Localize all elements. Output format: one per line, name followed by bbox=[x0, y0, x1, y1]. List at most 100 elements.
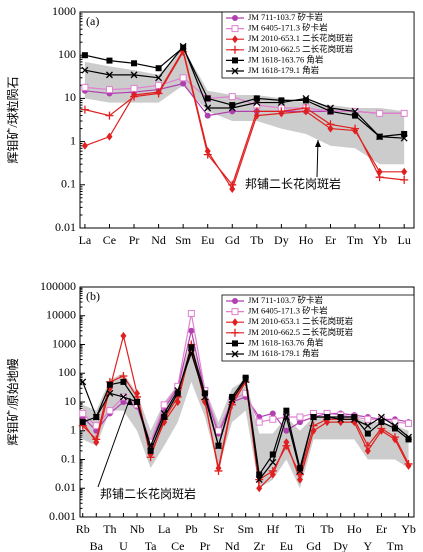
marker bbox=[105, 111, 114, 120]
marker bbox=[277, 99, 285, 107]
marker bbox=[92, 422, 100, 430]
marker bbox=[130, 84, 138, 92]
marker bbox=[255, 476, 263, 484]
marker bbox=[377, 424, 386, 433]
marker bbox=[79, 378, 87, 386]
legend-marker bbox=[231, 328, 239, 337]
marker bbox=[131, 60, 138, 67]
legend-label: JM 1618-163.76 角岩 bbox=[248, 54, 324, 64]
marker bbox=[242, 389, 250, 397]
marker bbox=[81, 66, 89, 74]
x-tick-label: Zr bbox=[254, 539, 265, 552]
legend-label: JM 6405-171.3 矽卡岩 bbox=[248, 23, 328, 33]
marker bbox=[256, 484, 263, 493]
marker bbox=[405, 436, 412, 443]
series-line bbox=[84, 46, 405, 138]
x-tick-label: Er bbox=[376, 522, 387, 536]
legend-label: JM 711-103.7 矽卡岩 bbox=[248, 295, 324, 305]
marker bbox=[364, 415, 372, 423]
legend-label: JM 2010-662.5 二长花岗斑岩 bbox=[248, 44, 354, 54]
marker bbox=[106, 381, 113, 388]
marker bbox=[400, 175, 409, 184]
panel-label: (a) bbox=[86, 14, 99, 28]
marker bbox=[204, 104, 212, 112]
legend-box bbox=[221, 294, 415, 362]
y-tick-label: 1000 bbox=[52, 4, 76, 18]
marker bbox=[400, 109, 408, 117]
marker bbox=[327, 108, 334, 115]
marker bbox=[147, 447, 154, 454]
marker bbox=[405, 433, 413, 441]
x-tick-label: Nd bbox=[225, 539, 240, 552]
y-tick-label: 1000 bbox=[52, 336, 76, 350]
y-tick-label: 0.01 bbox=[55, 480, 76, 494]
marker bbox=[187, 309, 195, 317]
marker bbox=[278, 97, 285, 104]
arrow-head bbox=[127, 398, 133, 405]
marker bbox=[214, 466, 223, 475]
marker bbox=[350, 415, 358, 423]
marker bbox=[130, 92, 139, 101]
marker bbox=[242, 374, 249, 381]
legend-marker bbox=[232, 57, 238, 64]
marker bbox=[160, 409, 168, 417]
marker bbox=[327, 124, 334, 133]
legend-marker bbox=[231, 45, 239, 54]
annotation: 邦铺二长花岗斑岩 bbox=[100, 486, 196, 501]
x-tick-label: Lu bbox=[398, 233, 411, 247]
arrow-head bbox=[315, 140, 321, 147]
marker bbox=[376, 133, 384, 141]
legend-marker bbox=[231, 25, 239, 33]
marker bbox=[351, 414, 358, 421]
marker bbox=[154, 89, 163, 98]
legend-marker bbox=[231, 350, 239, 358]
marker bbox=[310, 413, 317, 421]
x-tick-label: Tb bbox=[250, 233, 263, 247]
marker bbox=[228, 93, 236, 101]
marker bbox=[204, 95, 211, 102]
x-tick-label: Nb bbox=[130, 522, 145, 536]
x-tick-label: Th bbox=[103, 522, 116, 536]
marker bbox=[269, 410, 276, 417]
marker bbox=[351, 107, 359, 115]
marker bbox=[106, 71, 113, 79]
marker bbox=[337, 414, 344, 421]
y-axis-label: 辉钼矿/原始地幔 bbox=[5, 358, 20, 445]
legend-marker bbox=[232, 298, 238, 304]
x-tick-label: La bbox=[158, 522, 171, 536]
x-tick-label: Pb bbox=[185, 522, 198, 536]
marker bbox=[180, 80, 187, 87]
marker bbox=[106, 407, 114, 415]
y-tick-label: 1 bbox=[70, 423, 76, 437]
y-tick-label: 10 bbox=[64, 90, 76, 104]
marker bbox=[282, 413, 290, 421]
marker bbox=[253, 99, 261, 107]
x-tick-label: U bbox=[119, 539, 128, 552]
x-tick-label: Ba bbox=[90, 539, 104, 552]
x-tick-label: Hf bbox=[266, 522, 279, 536]
marker bbox=[326, 120, 335, 129]
marker bbox=[401, 130, 408, 137]
annotation-arrow bbox=[97, 397, 131, 488]
x-tick-label: Sm bbox=[175, 233, 192, 247]
x-tick-label: Ta bbox=[145, 539, 157, 552]
marker bbox=[188, 327, 195, 334]
x-tick-label: Dy bbox=[274, 233, 289, 247]
marker bbox=[204, 112, 211, 119]
marker bbox=[375, 173, 384, 182]
legend-label: JM 1618-163.76 角岩 bbox=[248, 337, 324, 347]
x-tick-label: Ho bbox=[347, 522, 362, 536]
marker bbox=[404, 459, 413, 468]
panel-label: (b) bbox=[86, 289, 100, 303]
legend-label: JM 1618-179.1 角岩 bbox=[248, 65, 320, 75]
y-tick-label: 100000 bbox=[40, 279, 76, 293]
marker bbox=[201, 393, 209, 401]
y-tick-label: 1 bbox=[70, 133, 76, 147]
marker bbox=[79, 419, 86, 426]
marker bbox=[120, 378, 127, 385]
marker bbox=[228, 396, 236, 404]
marker bbox=[296, 475, 303, 484]
series-line bbox=[84, 48, 405, 191]
marker bbox=[296, 465, 303, 472]
marker bbox=[229, 393, 236, 400]
